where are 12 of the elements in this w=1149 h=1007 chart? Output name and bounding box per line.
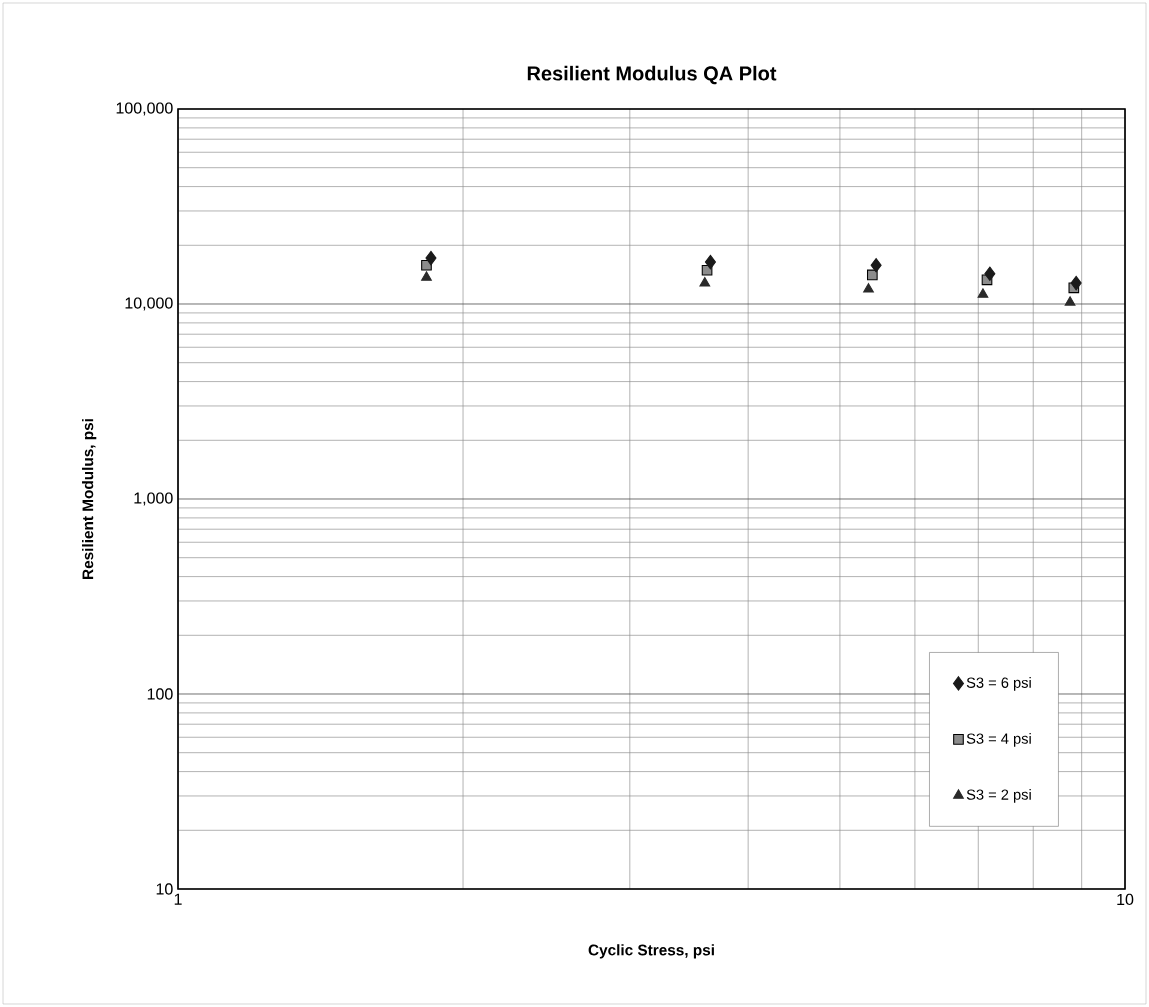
- legend-label: S3 = 2 psi: [966, 789, 1031, 803]
- y-tick-label: 1,000: [134, 492, 173, 506]
- y-tick-label: 10,000: [125, 297, 173, 311]
- legend-label: S3 = 6 psi: [966, 677, 1031, 691]
- legend-label: S3 = 4 psi: [966, 733, 1031, 747]
- chart-title: Resilient Modulus QA Plot: [527, 65, 777, 85]
- y-tick-label: 100,000: [116, 102, 173, 116]
- y-axis-title: Resilient Modulus, psi: [82, 419, 97, 579]
- x-tick-label: 1: [174, 893, 182, 905]
- y-tick-label: 100: [147, 688, 173, 700]
- y-tick-label: 10: [156, 883, 173, 895]
- x-axis-title: Cyclic Stress, psi: [588, 944, 714, 959]
